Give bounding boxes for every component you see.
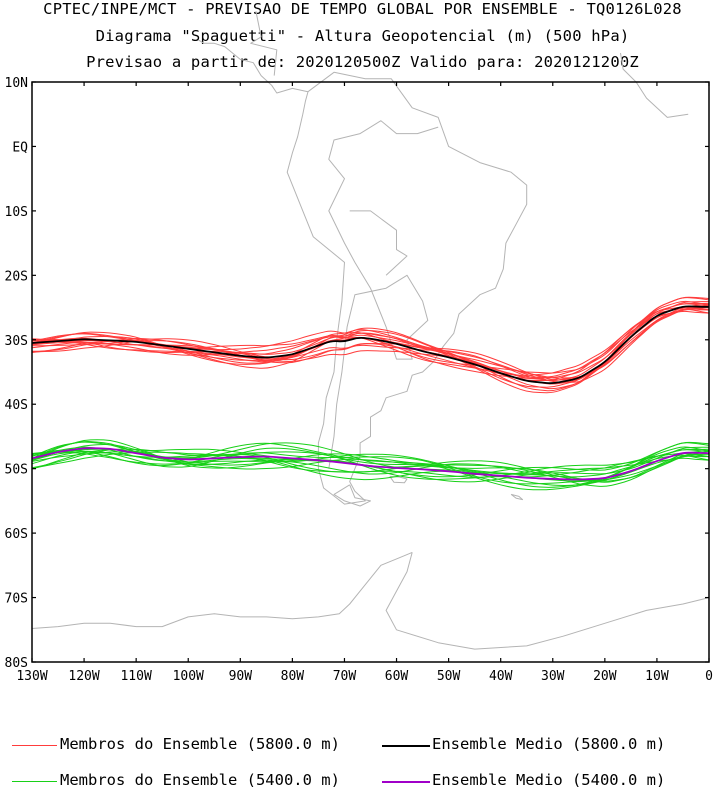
lat-label: 80S: [5, 656, 28, 671]
coastline-country-borders: [328, 120, 439, 469]
chart-title-line2: Diagrama "Spaguetti" - Altura Geopotenci…: [95, 27, 630, 45]
coastline-antarctic-peninsula: [31, 551, 413, 629]
map-frame: [31, 81, 710, 663]
lat-label: 30S: [5, 334, 28, 349]
legend-label-members-5400: Membros do Ensemble (5400.0 m): [60, 771, 340, 789]
legend-label-mean-5800: Ensemble Medio (5800.0 m): [432, 735, 666, 753]
legend-line-mean-5400: [382, 781, 430, 783]
lat-label: 60S: [5, 527, 28, 542]
chart-title-line1: CPTEC/INPE/MCT - PREVISAO DE TEMPO GLOBA…: [43, 0, 682, 18]
lon-label: 90W: [229, 669, 253, 684]
legend-line-members-5800: [12, 745, 57, 746]
member-5400-contour-10: [31, 449, 710, 485]
legend-line-members-5400: [12, 781, 57, 782]
lon-label: 120W: [68, 669, 99, 684]
coastline-falklands: [389, 475, 408, 484]
lon-label: 110W: [120, 669, 151, 684]
lat-label: 70S: [5, 592, 28, 607]
ensemble-means-group: [31, 305, 710, 481]
coastline-south-america: [286, 71, 528, 505]
lon-label: 20W: [593, 669, 617, 684]
member-5800-contour-3: [31, 303, 710, 392]
coastline-tierra-fuego: [333, 484, 371, 507]
lon-label: 10W: [645, 669, 669, 684]
mean-5400-contour: [31, 447, 710, 481]
member-5400-contour-14: [31, 442, 709, 491]
coastline-caribbean-north: [250, 11, 278, 76]
lon-label: 50W: [437, 669, 461, 684]
chart-title-line3: Previsao a partir de: 2020120500Z Valido…: [86, 53, 639, 71]
members-5400-group: [31, 439, 710, 491]
coastline-south-georgia: [510, 493, 524, 501]
coastlines: [31, 11, 710, 650]
legend-label-members-5800: Membros do Ensemble (5800.0 m): [60, 735, 340, 753]
lon-label: 80W: [281, 669, 305, 684]
lat-label: 40S: [5, 398, 28, 413]
lon-label: 30W: [541, 669, 565, 684]
member-5800-contour-14: [31, 309, 709, 394]
members-5800-group: [31, 296, 710, 394]
lon-label: 40W: [489, 669, 513, 684]
lat-label: 50S: [5, 463, 28, 478]
coastline-central-america: [198, 39, 309, 94]
lat-label: EQ: [12, 140, 28, 155]
lon-label: 0: [705, 669, 713, 684]
coastline-borders-2: [349, 210, 408, 276]
lat-label: 10S: [5, 205, 28, 220]
coastline-west-africa: [620, 52, 689, 118]
member-5400-contour-3: [31, 447, 710, 488]
lon-label: 60W: [385, 669, 409, 684]
coastline-weddell-coast: [385, 552, 710, 650]
lon-label: 130W: [16, 669, 47, 684]
legend-label-mean-5400: Ensemble Medio (5400.0 m): [432, 771, 666, 789]
lat-label: 10N: [5, 76, 28, 91]
lat-label: 20S: [5, 269, 28, 284]
member-5800-contour-6: [31, 304, 710, 381]
legend-line-mean-5800: [382, 745, 430, 747]
lon-label: 70W: [333, 669, 357, 684]
lon-label: 100W: [173, 669, 204, 684]
member-5800-contour-10: [31, 306, 710, 388]
mean-5800-contour: [31, 305, 710, 385]
